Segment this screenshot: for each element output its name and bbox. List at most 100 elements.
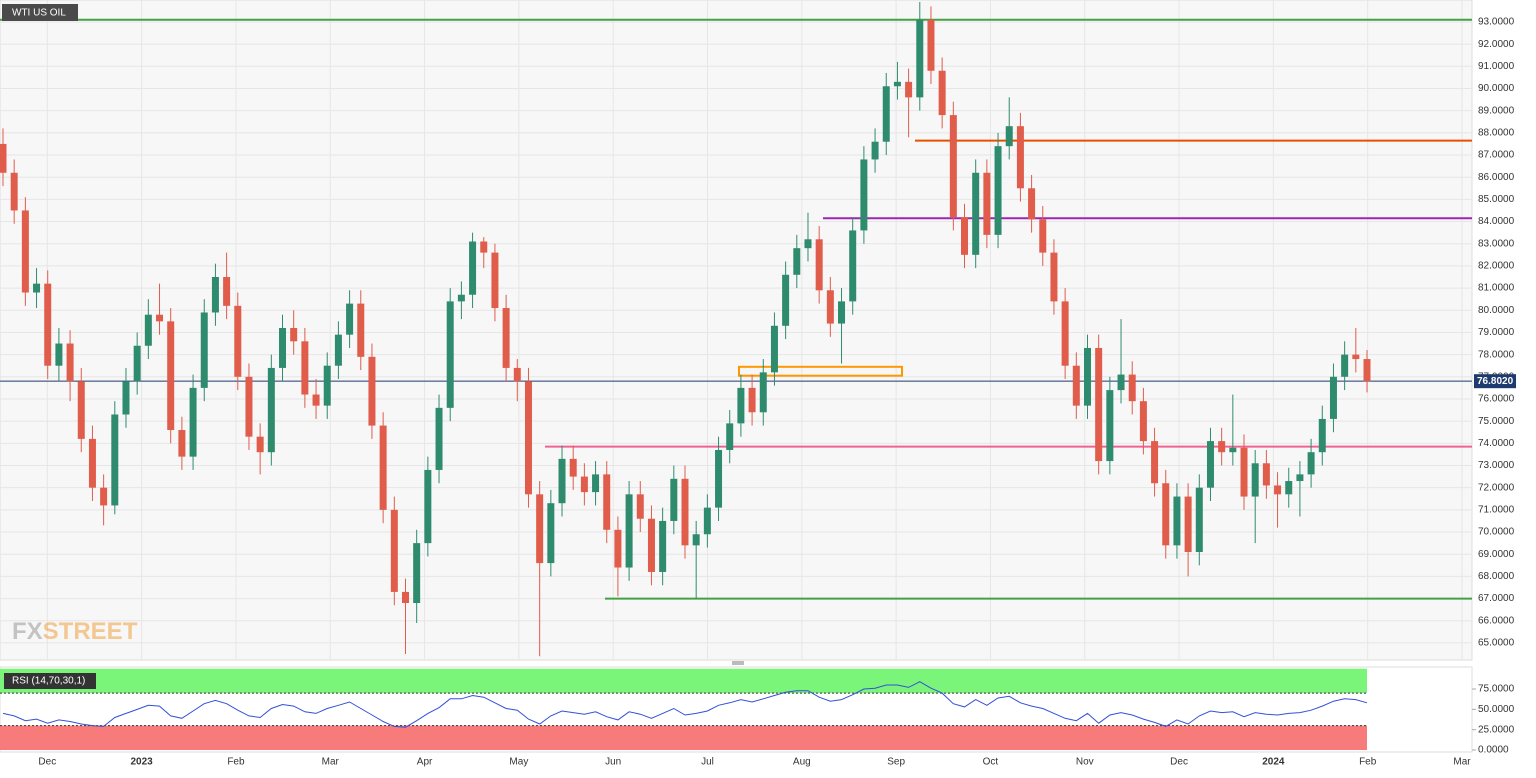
candle-body	[949, 115, 957, 218]
candle-body	[44, 283, 52, 366]
candle-body	[1274, 485, 1282, 495]
candle-body	[1318, 418, 1326, 453]
candle-body	[256, 436, 264, 453]
candle-body	[234, 305, 242, 377]
chart-title: WTI US OIL	[12, 8, 66, 19]
candle-body	[1329, 376, 1337, 419]
candle-body	[815, 239, 823, 291]
y-tick-label: 88.0000	[1478, 127, 1515, 138]
rsi-tick-label: 50.0000	[1478, 704, 1515, 715]
candle-body	[692, 534, 700, 546]
candle-body	[871, 141, 879, 160]
candle-body	[938, 70, 946, 116]
x-tick-label: Dec	[1170, 757, 1188, 768]
rsi-label-box	[4, 673, 96, 689]
candle-body	[223, 276, 231, 306]
candle-body	[983, 172, 991, 235]
candle-body	[10, 172, 18, 211]
x-tick-label: Feb	[1359, 757, 1377, 768]
candle-body	[927, 19, 935, 71]
candle-body	[457, 294, 465, 302]
x-tick-label: 2024	[1262, 757, 1285, 768]
y-tick-label: 70.0000	[1478, 527, 1515, 538]
candle-body	[536, 494, 544, 564]
candle-body	[1151, 441, 1159, 484]
candle-body	[1028, 188, 1036, 220]
rsi-oversold-zone	[0, 725, 1367, 750]
candle-body	[737, 387, 745, 424]
candle-body	[569, 458, 577, 477]
candle-body	[726, 423, 734, 450]
x-tick-label: May	[509, 757, 528, 768]
candle-body	[1184, 496, 1192, 552]
y-tick-label: 72.0000	[1478, 482, 1515, 493]
y-tick-label: 93.0000	[1478, 17, 1515, 28]
candle-body	[994, 146, 1002, 235]
x-tick-label: Oct	[983, 757, 999, 768]
candle-body	[1262, 463, 1270, 486]
y-tick-label: 87.0000	[1478, 150, 1515, 161]
candle-body	[592, 474, 600, 493]
candle-body	[614, 529, 622, 568]
panel-splitter[interactable]	[732, 661, 744, 665]
rsi-overbought-zone	[0, 668, 1367, 694]
y-tick-label: 82.0000	[1478, 261, 1515, 272]
candle-body	[66, 343, 74, 382]
candle-body	[21, 210, 29, 293]
y-tick-label: 79.0000	[1478, 327, 1515, 338]
candle-body	[167, 321, 175, 431]
candle-body	[334, 334, 342, 366]
y-tick-label: 90.0000	[1478, 83, 1515, 94]
candle-body	[357, 303, 365, 357]
x-tick-label: 2023	[131, 757, 154, 768]
candle-body	[0, 143, 7, 173]
x-tick-label: Apr	[417, 757, 433, 768]
rsi-label: RSI (14,70,30,1)	[12, 676, 85, 687]
candle-body	[793, 248, 801, 275]
candle-body	[961, 217, 969, 255]
candle-body	[1061, 301, 1069, 366]
candle-body	[144, 314, 152, 346]
candle-body	[1016, 126, 1024, 189]
candle-body	[1195, 487, 1203, 552]
plot-area	[0, 0, 1473, 661]
y-tick-label: 78.0000	[1478, 349, 1515, 360]
y-tick-label: 85.0000	[1478, 194, 1515, 205]
candle-body	[267, 367, 275, 453]
y-tick-label: 69.0000	[1478, 549, 1515, 560]
candle-body	[1128, 374, 1136, 402]
candle-body	[1296, 474, 1304, 482]
candle-body	[893, 81, 901, 87]
candle-body	[1218, 441, 1226, 453]
y-tick-label: 83.0000	[1478, 238, 1515, 249]
candle-body	[100, 487, 108, 506]
candle-body	[312, 394, 320, 406]
y-tick-label: 73.0000	[1478, 460, 1515, 471]
y-tick-label: 80.0000	[1478, 305, 1515, 316]
candle-body	[513, 367, 521, 382]
title-box	[2, 4, 78, 21]
candle-body	[279, 328, 287, 368]
candle-body	[1162, 483, 1170, 546]
x-tick-label: Jun	[605, 757, 621, 768]
candle-body	[603, 474, 611, 530]
candle-body	[346, 303, 354, 335]
rsi-tick-label: 75.0000	[1478, 684, 1515, 695]
x-tick-label: Mar	[322, 757, 340, 768]
candle-body	[1240, 447, 1248, 497]
candle-body	[401, 591, 409, 604]
candle-body	[446, 301, 454, 408]
brand-watermark: FXSTREET	[12, 618, 138, 645]
y-tick-label: 66.0000	[1478, 615, 1515, 626]
candle-body	[916, 19, 924, 98]
x-tick-label: Nov	[1076, 757, 1094, 768]
x-tick-label: Sep	[887, 757, 905, 768]
brand-prefix: FX	[12, 618, 43, 645]
candle-body	[111, 414, 119, 506]
candle-body	[211, 276, 219, 313]
y-tick-label: 89.0000	[1478, 105, 1515, 116]
candle-body	[905, 81, 913, 98]
y-tick-label: 74.0000	[1478, 438, 1515, 449]
candle-body	[804, 239, 812, 249]
